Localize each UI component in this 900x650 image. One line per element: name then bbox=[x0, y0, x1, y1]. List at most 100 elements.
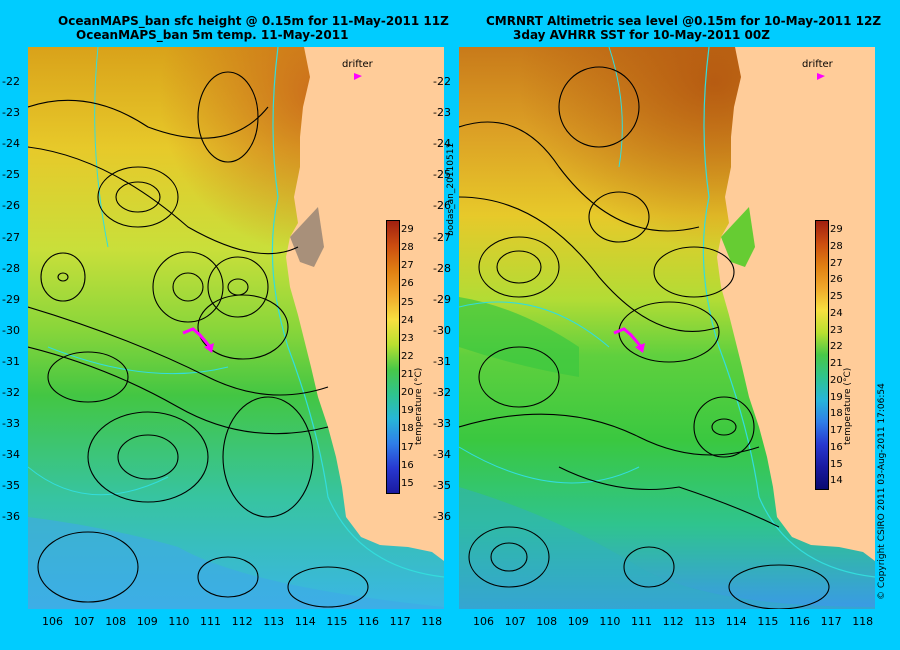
left-title-line2: OceanMAPS_ban 5m temp. 11-May-2011 bbox=[76, 28, 349, 42]
longitude-label: 111 bbox=[631, 615, 652, 628]
latitude-label: -34 bbox=[433, 448, 451, 462]
latitude-label: -28 bbox=[433, 261, 451, 275]
latitude-label: -23 bbox=[433, 106, 451, 120]
longitude-label: 106 bbox=[473, 615, 494, 628]
colorbar-right-title: temperature (°C) bbox=[843, 367, 853, 445]
cool-water-south bbox=[459, 487, 875, 609]
left-title-line1: OceanMAPS_ban sfc height @ 0.15m for 11-… bbox=[58, 14, 449, 28]
latitude-label: -28 bbox=[2, 261, 20, 275]
latitude-label: -23 bbox=[2, 106, 20, 120]
drifter-marker bbox=[635, 343, 645, 353]
longitude-label: 112 bbox=[662, 615, 684, 628]
left-side-annotation: bodas_an_20110511 bbox=[446, 142, 456, 236]
longitude-label: 113 bbox=[694, 615, 716, 628]
shark-bay-area bbox=[721, 207, 755, 267]
longitude-label: 108 bbox=[536, 615, 558, 628]
bathymetry-contour-1 bbox=[702, 47, 875, 578]
colorbar-tick-label: 21 bbox=[830, 358, 843, 369]
longitude-label: 109 bbox=[567, 615, 589, 628]
colorbar-tick-label: 19 bbox=[830, 391, 843, 403]
left-map-panel: drifter temperature (°C) 29 28 27 26 25 24 23 2… bbox=[28, 47, 444, 609]
longitude-label: 114 bbox=[725, 615, 747, 628]
longitude-label: 118 bbox=[421, 615, 443, 628]
colorbar-tick-label: 26 bbox=[401, 278, 414, 290]
cool-water-south bbox=[28, 517, 444, 609]
colorbar-tick-label: 23 bbox=[401, 332, 414, 344]
colorbar-left-title: temperature (°C) bbox=[414, 367, 424, 445]
temperature-colorbar-left bbox=[386, 220, 400, 494]
latitude-label: -35 bbox=[2, 479, 20, 493]
colorbar-tick-label: 23 bbox=[830, 324, 843, 336]
latitude-label: -36 bbox=[2, 510, 20, 524]
drifter-legend-marker bbox=[354, 73, 362, 80]
right-map-graphic bbox=[459, 47, 875, 609]
latitude-label: -36 bbox=[433, 510, 451, 524]
colorbar-tick-label: 26 bbox=[830, 274, 843, 286]
longitude-label: 106 bbox=[42, 615, 63, 628]
latitude-label: -27 bbox=[433, 230, 451, 244]
right-side-annotation: © Copyright CSIRO 2011 03-Aug-2011 17:06… bbox=[877, 383, 887, 600]
latitude-label: -31 bbox=[433, 354, 451, 368]
longitude-label: 107 bbox=[504, 615, 526, 628]
australian-coastline bbox=[286, 47, 444, 561]
colorbar-tick-label: 25 bbox=[401, 296, 414, 308]
colorbar-tick-label: 21 bbox=[401, 369, 414, 381]
shark-bay-land bbox=[290, 207, 324, 267]
colorbar-tick-label: 15 bbox=[401, 477, 414, 489]
latitude-label: -29 bbox=[2, 292, 20, 306]
australian-coastline bbox=[717, 47, 875, 561]
longitude-label: 117 bbox=[820, 615, 842, 628]
drifter-legend-label: drifter bbox=[802, 59, 833, 70]
longitude-label: 107 bbox=[73, 615, 95, 628]
latitude-label: -32 bbox=[433, 386, 451, 399]
latitude-label: -25 bbox=[433, 168, 451, 182]
colorbar-tick-label: 16 bbox=[830, 441, 843, 453]
latitude-label: -22 bbox=[433, 75, 451, 88]
colorbar-tick-label: 28 bbox=[401, 242, 414, 254]
colorbar-tick-label: 20 bbox=[401, 387, 414, 399]
colorbar-tick-label: 29 bbox=[830, 224, 843, 235]
latitude-label: -30 bbox=[433, 323, 451, 337]
longitude-label: 111 bbox=[200, 615, 221, 628]
latitude-label: -34 bbox=[2, 448, 20, 462]
latitude-label: -24 bbox=[2, 137, 20, 151]
latitude-label: -33 bbox=[433, 417, 451, 431]
longitude-label: 117 bbox=[389, 615, 411, 628]
colorbar-tick-label: 28 bbox=[830, 240, 843, 252]
latitude-label: -24 bbox=[433, 137, 451, 151]
sea-level-contours bbox=[459, 66, 830, 609]
latitude-label: -25 bbox=[2, 168, 20, 182]
latitude-label: -33 bbox=[2, 417, 20, 431]
longitude-label: 112 bbox=[231, 615, 253, 628]
bathymetry-contour-1 bbox=[271, 47, 444, 578]
longitude-label: 115 bbox=[326, 615, 348, 628]
colorbar-tick-label: 17 bbox=[401, 441, 414, 453]
latitude-label: -32 bbox=[2, 386, 20, 399]
colorbar-tick-label: 29 bbox=[401, 224, 414, 235]
longitude-label: 110 bbox=[168, 615, 190, 628]
latitude-label: -22 bbox=[2, 75, 20, 88]
latitude-label: -35 bbox=[433, 479, 451, 493]
longitude-label: 108 bbox=[105, 615, 127, 628]
temperature-colorbar-right bbox=[815, 220, 829, 490]
drifter-track bbox=[182, 327, 212, 348]
colorbar-tick-label: 20 bbox=[830, 374, 843, 386]
latitude-label: -26 bbox=[2, 199, 20, 213]
longitude-label: 116 bbox=[358, 615, 379, 628]
colorbar-tick-label: 15 bbox=[830, 458, 843, 470]
colorbar-tick-label: 22 bbox=[830, 341, 843, 353]
latitude-label: -31 bbox=[2, 354, 20, 368]
colorbar-tick-label: 24 bbox=[401, 314, 414, 326]
latitude-label: -27 bbox=[2, 230, 20, 244]
latitude-label: -29 bbox=[433, 292, 451, 306]
colorbar-tick-label: 24 bbox=[830, 307, 843, 319]
longitude-label: 115 bbox=[757, 615, 779, 628]
latitude-label: -30 bbox=[2, 323, 20, 337]
longitude-label: 113 bbox=[263, 615, 285, 628]
colorbar-tick-label: 19 bbox=[401, 405, 414, 417]
right-title-line1: CMRNRT Altimetric sea level @0.15m for 1… bbox=[486, 14, 882, 28]
colorbar-tick-label: 27 bbox=[830, 257, 843, 269]
latitude-label: -26 bbox=[433, 199, 451, 213]
colorbar-tick-label: 18 bbox=[830, 408, 843, 420]
drifter-track bbox=[613, 327, 643, 348]
